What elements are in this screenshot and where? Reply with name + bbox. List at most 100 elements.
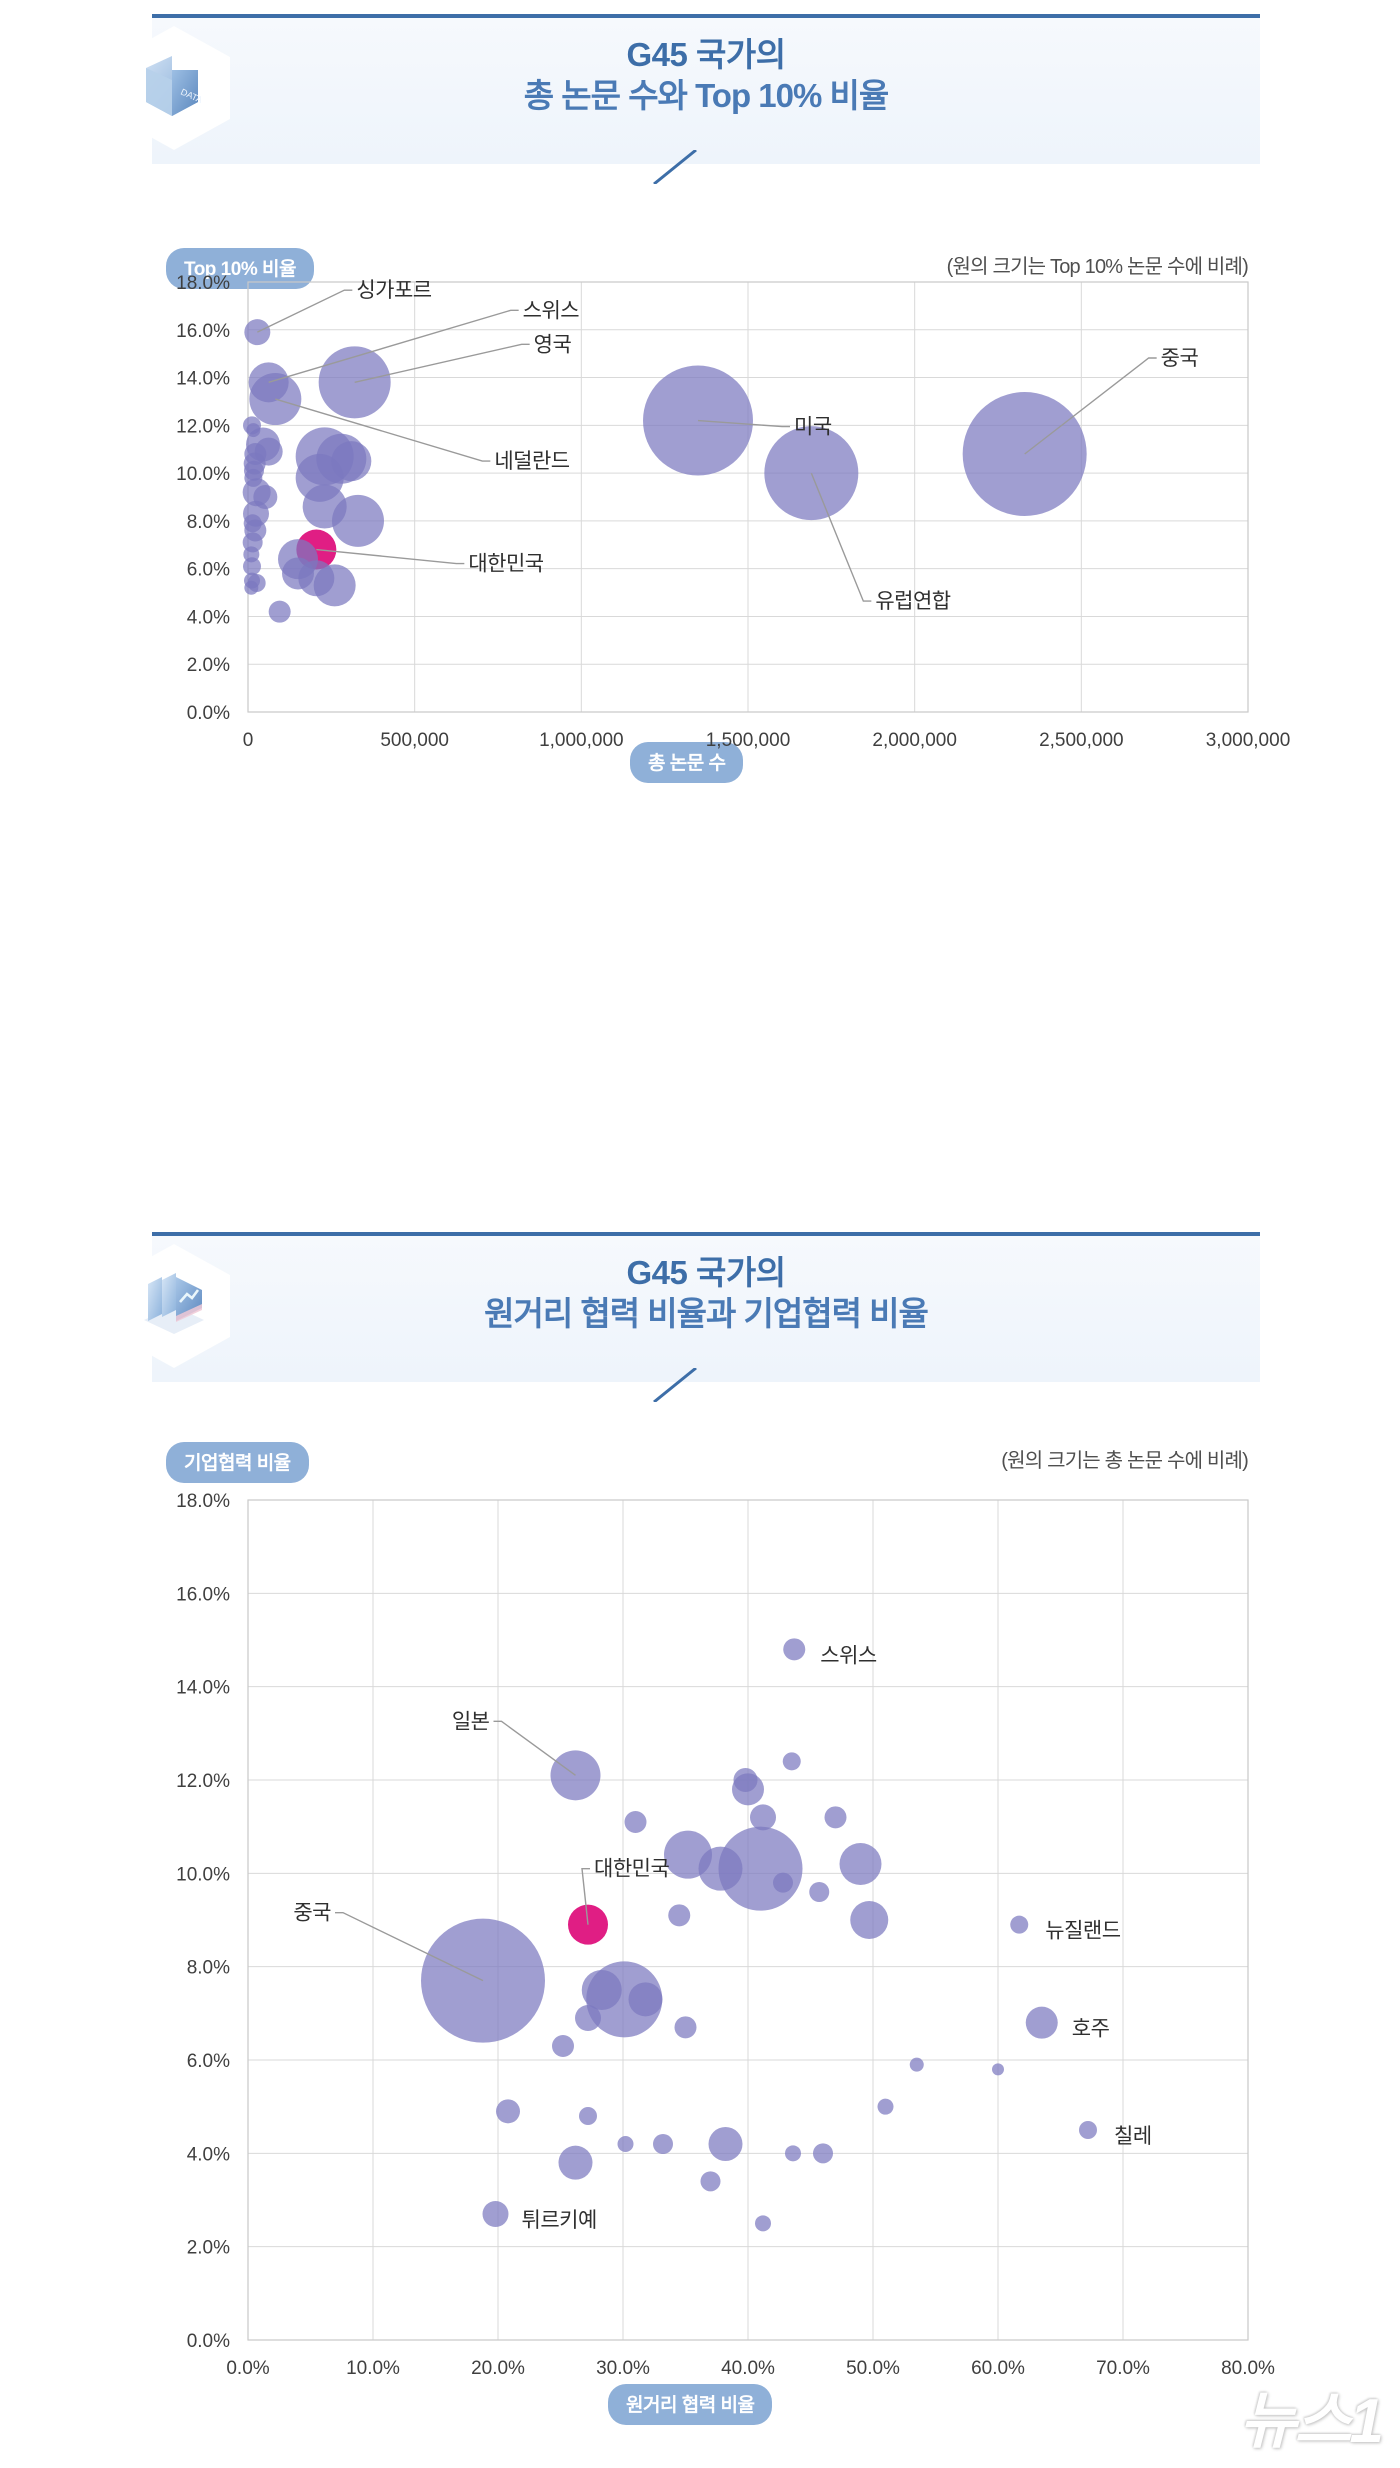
bubble-label-스위스: 스위스 [523, 299, 580, 322]
page-title-line-2: 총 논문 수와 Top 10% 비율 [523, 77, 889, 115]
leader-line [316, 548, 465, 565]
bubble-호주 [1025, 2006, 1058, 2039]
bubble [782, 1752, 801, 1771]
bubble-label-뉴질랜드: 뉴질랜드 [1045, 1920, 1120, 1943]
bubble [809, 1882, 830, 1902]
bubble-대한민국 [568, 1904, 608, 1945]
x-tick-label: 2,000,000 [872, 730, 957, 751]
bubble [813, 2143, 833, 2164]
y-tick-label: 10.0% [176, 464, 230, 485]
bubble-label-튀르키예: 튀르키예 [522, 2209, 597, 2232]
leader-line [581, 1867, 590, 1925]
y-tick-label: 8.0% [187, 512, 230, 533]
bubble [785, 2145, 801, 2162]
x-tick-label: 80.0% [1221, 2358, 1275, 2379]
y-tick-label: 18.0% [176, 273, 230, 294]
bubble [624, 1811, 647, 1833]
bubble-label-칠레: 칠레 [1114, 2125, 1152, 2148]
page-title-2-line-1: G45 국가의 [626, 1254, 786, 1291]
leader-line [335, 1911, 484, 1982]
bubble [755, 2215, 771, 2232]
y-tick-label: 0.0% [187, 2331, 230, 2352]
bubble [552, 2035, 574, 2057]
bubble [331, 441, 372, 482]
y-tick-label: 14.0% [176, 369, 230, 390]
bubble-label-중국: 중국 [1161, 347, 1199, 370]
chart-1-x-axis-chip: 총 논문 수 [630, 742, 744, 783]
x-tick-label: 50.0% [846, 2358, 900, 2379]
page-title-line-1: G45 국가의 [626, 36, 786, 73]
x-tick-label: 500,000 [380, 730, 449, 751]
chart-1-plot: 0.0% 2.0% 4.0% 6.0% 8.0% 10.0% 12.0% 14.0% 16.0%… [176, 273, 1291, 751]
bubble [282, 557, 314, 590]
bubble-label-호주: 호주 [1072, 2018, 1110, 2041]
bubble [302, 484, 347, 529]
data-folder-icon: DATA [118, 26, 230, 150]
leader-line [1024, 357, 1157, 455]
section-1-header: G45 국가의 총 논문 수와 Top 10% 비율 [152, 14, 1260, 184]
y-tick-label: 2.0% [187, 655, 230, 676]
chart-2-x-axis-chip: 원거리 협력 비율 [608, 2384, 773, 2425]
bubble [558, 2145, 593, 2180]
bubble [628, 1982, 663, 2017]
bubble-label-일본: 일본 [452, 1710, 490, 1733]
x-tick-label: 2,500,000 [1039, 730, 1124, 751]
bubble [674, 2016, 697, 2039]
y-tick-label: 12.0% [176, 1771, 230, 1792]
chart-2-plot: 0.0% 2.0% 4.0% 6.0% 8.0% 10.0% 12.0% 14.0% 16.0%… [176, 1491, 1275, 2379]
x-tick-label: 30.0% [596, 2358, 650, 2379]
bubble-중국 [421, 1918, 545, 2043]
x-tick-label: 70.0% [1096, 2358, 1150, 2379]
leader-line [810, 472, 872, 602]
top-margin [0, 0, 1400, 10]
x-tick-label: 40.0% [721, 2358, 775, 2379]
bubble [773, 1872, 793, 1893]
bubble [496, 2099, 520, 2124]
bubble [909, 2057, 924, 2072]
bubble-label-네덜란드: 네덜란드 [494, 450, 569, 473]
y-tick-label: 6.0% [187, 2051, 230, 2072]
watermark: 뉴스1 [1239, 2387, 1384, 2456]
leader-line [268, 309, 519, 384]
bubble-label-대한민국: 대한민국 [468, 553, 543, 576]
y-tick-label: 4.0% [187, 607, 230, 628]
leader-line [697, 419, 790, 428]
bubble [617, 2136, 634, 2152]
bubble [268, 600, 291, 623]
bubble-label-미국: 미국 [794, 416, 832, 439]
bubble [243, 546, 260, 563]
y-tick-label: 2.0% [187, 2238, 230, 2259]
bubble-label-싱가포르: 싱가포르 [356, 279, 431, 302]
bubble-뉴질랜드 [1010, 1915, 1029, 1934]
x-tick-label: 60.0% [971, 2358, 1025, 2379]
bubble [824, 1806, 847, 1829]
chart-2-area: 기업협력 비율 (원의 크기는 총 논문 수에 비례) 원거리 협력 비율 0.… [0, 1382, 1400, 2468]
x-tick-label: 3,000,000 [1206, 730, 1291, 751]
bubble [246, 423, 261, 438]
bubble [750, 1804, 776, 1831]
y-tick-label: 0.0% [187, 703, 230, 724]
bubble [581, 1970, 622, 2010]
bubble [653, 2134, 673, 2154]
header-connector-2 [653, 1368, 697, 1402]
y-tick-label: 16.0% [176, 1584, 230, 1605]
bubble [253, 485, 278, 509]
bubble-label-중국: 중국 [293, 1902, 331, 1925]
x-tick-label: 0 [243, 730, 254, 751]
bubble [733, 1768, 758, 1792]
header-connector [653, 150, 697, 184]
y-tick-label: 4.0% [187, 2144, 230, 2165]
bubble-label-유럽연합: 유럽연합 [875, 590, 950, 613]
bubble-튀르키예 [482, 2201, 509, 2227]
bubble-label-스위스: 스위스 [820, 1644, 877, 1667]
chart-2-y-axis-chip: 기업협력 비율 [166, 1442, 309, 1483]
bubble [575, 2005, 601, 2031]
y-tick-label: 10.0% [176, 1864, 230, 1885]
bubble-label-영국: 영국 [534, 333, 572, 356]
leader-line [257, 289, 353, 333]
x-tick-label: 1,000,000 [539, 730, 624, 751]
y-tick-label: 12.0% [176, 416, 230, 437]
bubble [579, 2107, 597, 2125]
page-title-2-line-2: 원거리 협력 비율과 기업협력 비율 [484, 1295, 929, 1333]
